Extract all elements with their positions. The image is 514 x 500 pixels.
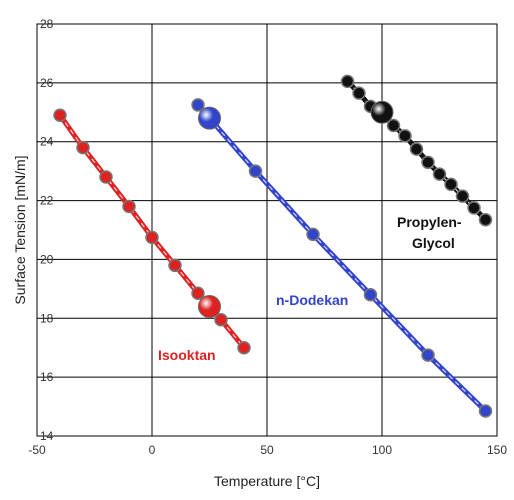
highlight-point [198, 106, 221, 130]
x-tick-label: 50 [260, 443, 274, 457]
data-point [352, 86, 366, 100]
data-point [340, 74, 355, 89]
label-glycol: Glycol [412, 235, 455, 251]
x-tick-label: 0 [149, 443, 156, 457]
data-point [455, 189, 470, 203]
y-tick-label: 16 [40, 370, 54, 384]
grid [36, 23, 498, 437]
series-n-dodekan [191, 98, 493, 418]
y-tick-label: 22 [40, 194, 54, 208]
x-tick-label: -50 [28, 443, 46, 457]
data-point [53, 108, 67, 122]
data-point [421, 348, 435, 362]
y-tick-label: 24 [40, 135, 54, 149]
y-tick-label: 14 [40, 429, 54, 443]
x-tick-label: 150 [487, 443, 507, 457]
series-layer [53, 74, 493, 418]
label-n-dodekan: n-Dodekan [276, 292, 348, 308]
data-point [248, 164, 263, 178]
data-point [363, 287, 378, 302]
data-point [191, 98, 205, 112]
data-point [444, 177, 458, 192]
data-point [432, 167, 447, 181]
highlight-point [370, 100, 394, 124]
label-propylen: Propylen- [397, 214, 462, 230]
data-point [409, 142, 424, 156]
y-tick-label: 20 [40, 252, 54, 266]
data-point [214, 313, 228, 327]
series-line [195, 102, 488, 414]
series-propylen--glycol [340, 74, 493, 227]
highlight-point [198, 295, 221, 319]
x-tick-label: 100 [372, 443, 392, 457]
data-point [237, 340, 251, 355]
data-point [306, 227, 320, 242]
data-point [145, 230, 159, 245]
data-point [386, 118, 401, 133]
y-axis-label: Surface Tension [mN/m] [12, 155, 28, 304]
y-tick-label: 26 [40, 76, 54, 90]
data-point [191, 286, 205, 301]
data-point [398, 129, 412, 143]
data-point [478, 404, 493, 418]
label-isooktan: Isooktan [158, 347, 216, 363]
tick-labels: -50 0 50 100 150 14 16 18 20 22 24 26 28 [28, 17, 507, 457]
data-point [467, 201, 481, 215]
series-isooktan [53, 108, 251, 355]
series-line-dash [197, 104, 486, 412]
x-axis-label: Temperature [°C] [214, 473, 320, 489]
data-point [168, 258, 182, 273]
y-tick-label: 28 [40, 17, 54, 31]
data-point [478, 212, 493, 227]
y-tick-label: 18 [40, 311, 54, 325]
data-point [122, 199, 136, 214]
data-point [99, 170, 113, 184]
data-point [76, 140, 90, 155]
data-point [421, 155, 435, 170]
